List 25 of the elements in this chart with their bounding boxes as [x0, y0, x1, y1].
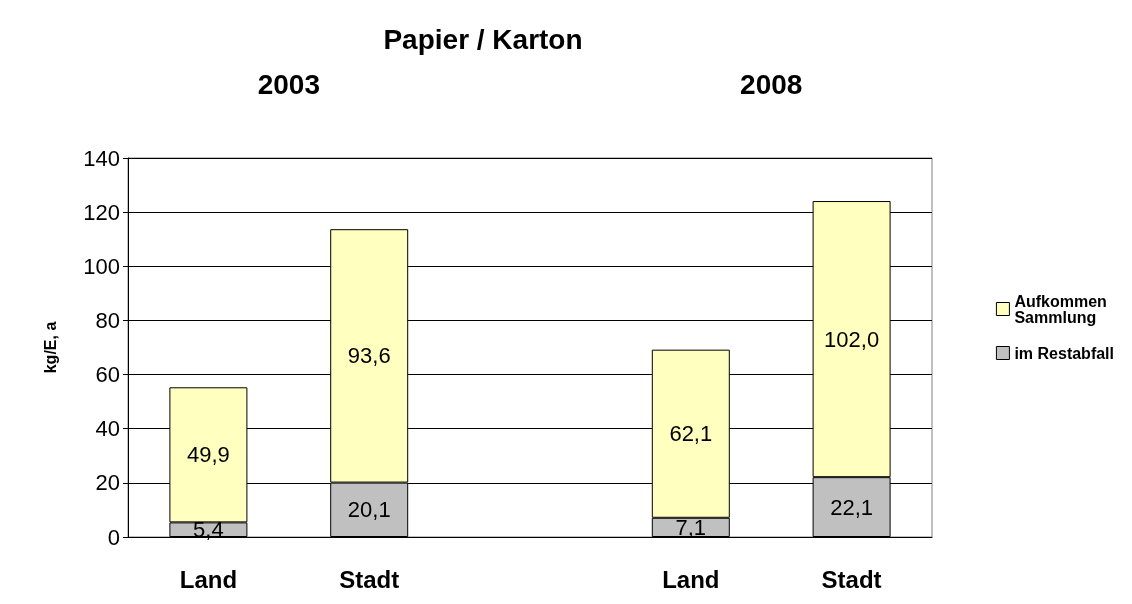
y-axis-title: kg/E, a	[41, 321, 59, 374]
data-label: 49,9	[186, 442, 230, 468]
y-tick-label: 120	[83, 199, 120, 225]
y-tick-label: 20	[95, 470, 120, 496]
x-tick-label: Land	[662, 565, 720, 593]
y-tick-label: 80	[95, 307, 120, 333]
data-label: 93,6	[347, 343, 391, 369]
x-tick-label: Stadt	[821, 565, 882, 593]
text: 2003	[257, 68, 320, 100]
chart-title: Papier / Karton	[383, 23, 583, 55]
data-label: 102,0	[824, 326, 880, 352]
x-tick-label: Land	[179, 565, 238, 593]
data-label: 7,1	[675, 514, 707, 540]
data-label: 22,1	[830, 494, 874, 520]
x-tick-label: Stadt	[339, 565, 400, 593]
y-tick-label: 100	[83, 253, 120, 279]
text: 2008	[740, 68, 803, 100]
data-label: 62,1	[669, 421, 713, 447]
legend-label: Aufkommen Sammlung	[1014, 292, 1112, 326]
y-tick-label: 60	[95, 362, 120, 388]
y-tick-label: 0	[107, 524, 120, 550]
data-label: 20,1	[347, 497, 391, 523]
legend-label: im Restabfall	[1014, 344, 1115, 362]
y-tick-label: 40	[95, 416, 120, 442]
y-tick-label: 140	[83, 145, 120, 171]
